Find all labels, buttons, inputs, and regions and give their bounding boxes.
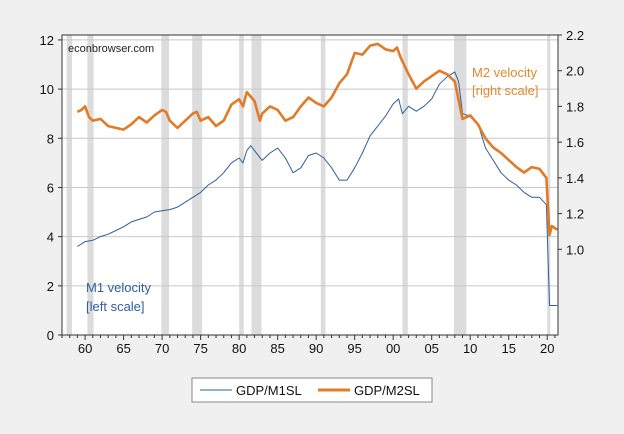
right-tick-label: 1.6	[566, 135, 584, 150]
x-tick-label: 00	[386, 341, 400, 356]
legend-label-m1: GDP/M1SL	[236, 383, 302, 398]
plot-area	[62, 35, 558, 335]
x-tick-label: 85	[270, 341, 284, 356]
recession-band	[161, 35, 170, 335]
right-tick-label: 1.2	[566, 207, 584, 222]
x-tick-label: 65	[116, 341, 130, 356]
m2-annotation-line2: [right scale]	[472, 83, 538, 98]
x-tick-label: 75	[193, 341, 207, 356]
recession-band	[251, 35, 262, 335]
right-tick-label: 1.8	[566, 99, 584, 114]
recession-band	[547, 35, 551, 335]
m2-annotation-line1: M2 velocity	[472, 65, 538, 80]
legend	[191, 377, 433, 403]
series-line-gdp-m2sl	[76, 42, 558, 237]
recession-band	[454, 35, 467, 335]
legend-label-m2: GDP/M2SL	[354, 383, 420, 398]
plot-frame	[61, 34, 559, 336]
m1-annotation-line2: [left scale]	[86, 299, 145, 314]
watermark: econbrowser.com	[68, 43, 154, 55]
right-tick-label: 2.0	[566, 64, 584, 79]
right-tick-label: 1.0	[566, 242, 584, 257]
x-tick-label: 60	[78, 341, 92, 356]
recession-band	[66, 35, 73, 335]
left-tick-label: 4	[47, 230, 54, 245]
x-tick-label: 15	[501, 341, 515, 356]
left-tick-label: 10	[40, 82, 54, 97]
x-tick-label: 70	[155, 341, 169, 356]
x-tick-label: 10	[463, 341, 477, 356]
right-tick-label: 1.4	[566, 171, 584, 186]
x-tick-label: 80	[232, 341, 246, 356]
recession-band	[402, 35, 408, 335]
left-tick-label: 0	[47, 328, 54, 343]
recession-band	[192, 35, 203, 335]
left-tick-label: 8	[47, 131, 54, 146]
recession-band	[320, 35, 326, 335]
x-tick-label: 90	[309, 341, 323, 356]
x-tick-label: 20	[540, 341, 554, 356]
m1-annotation-line1: M1 velocity	[86, 280, 152, 295]
recession-band	[87, 35, 94, 335]
left-tick-label: 2	[47, 279, 54, 294]
left-tick-label: 12	[40, 33, 54, 48]
x-tick-label: 95	[347, 341, 361, 356]
left-tick-label: 6	[47, 180, 54, 195]
recession-band	[239, 35, 244, 335]
right-tick-label: 2.2	[566, 28, 584, 43]
x-tick-label: 05	[424, 341, 438, 356]
